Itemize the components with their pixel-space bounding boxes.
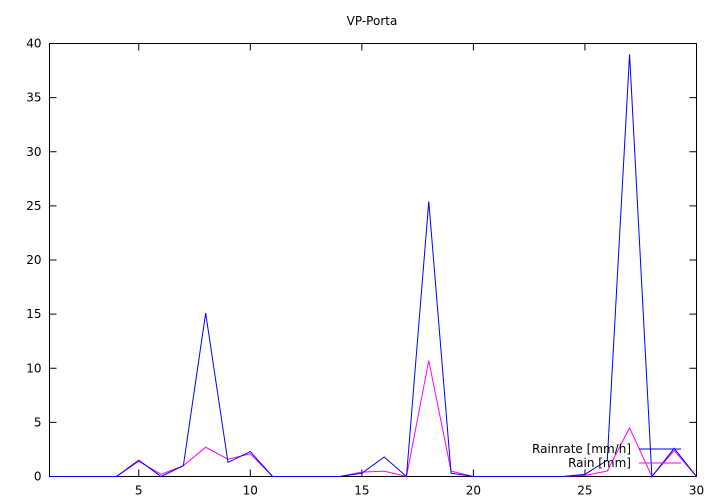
y-tick-label: 10 — [26, 361, 41, 375]
x-tick-label: 5 — [135, 484, 143, 498]
series-line-rainrate — [49, 54, 697, 478]
legend: Rainrate [mm/h]Rain [mm] — [532, 442, 681, 470]
y-tick-label: 15 — [26, 307, 41, 321]
x-tick-label: 20 — [466, 484, 481, 498]
chart-title: VP-Porta — [347, 14, 398, 28]
x-tick-label: 15 — [354, 484, 369, 498]
y-axis: 0 5 10 15 20 25 30 35 40 — [26, 37, 697, 484]
y-tick-label: 30 — [26, 145, 41, 159]
y-tick-label: 20 — [26, 253, 41, 267]
y-tick-label: 25 — [26, 199, 41, 213]
y-tick-label: 0 — [34, 470, 42, 484]
series-line-rain — [49, 360, 697, 478]
series-layer — [49, 54, 697, 478]
legend-label: Rain [mm] — [568, 456, 631, 470]
y-tick-label: 35 — [26, 91, 41, 105]
x-tick-label: 25 — [577, 484, 592, 498]
x-tick-label: 10 — [243, 484, 258, 498]
x-axis: 5 10 15 20 25 30 — [135, 43, 704, 498]
x-tick-label: 30 — [689, 484, 704, 498]
y-tick-label: 40 — [26, 37, 41, 51]
y-tick-label: 5 — [34, 415, 42, 429]
legend-label: Rainrate [mm/h] — [532, 442, 631, 456]
